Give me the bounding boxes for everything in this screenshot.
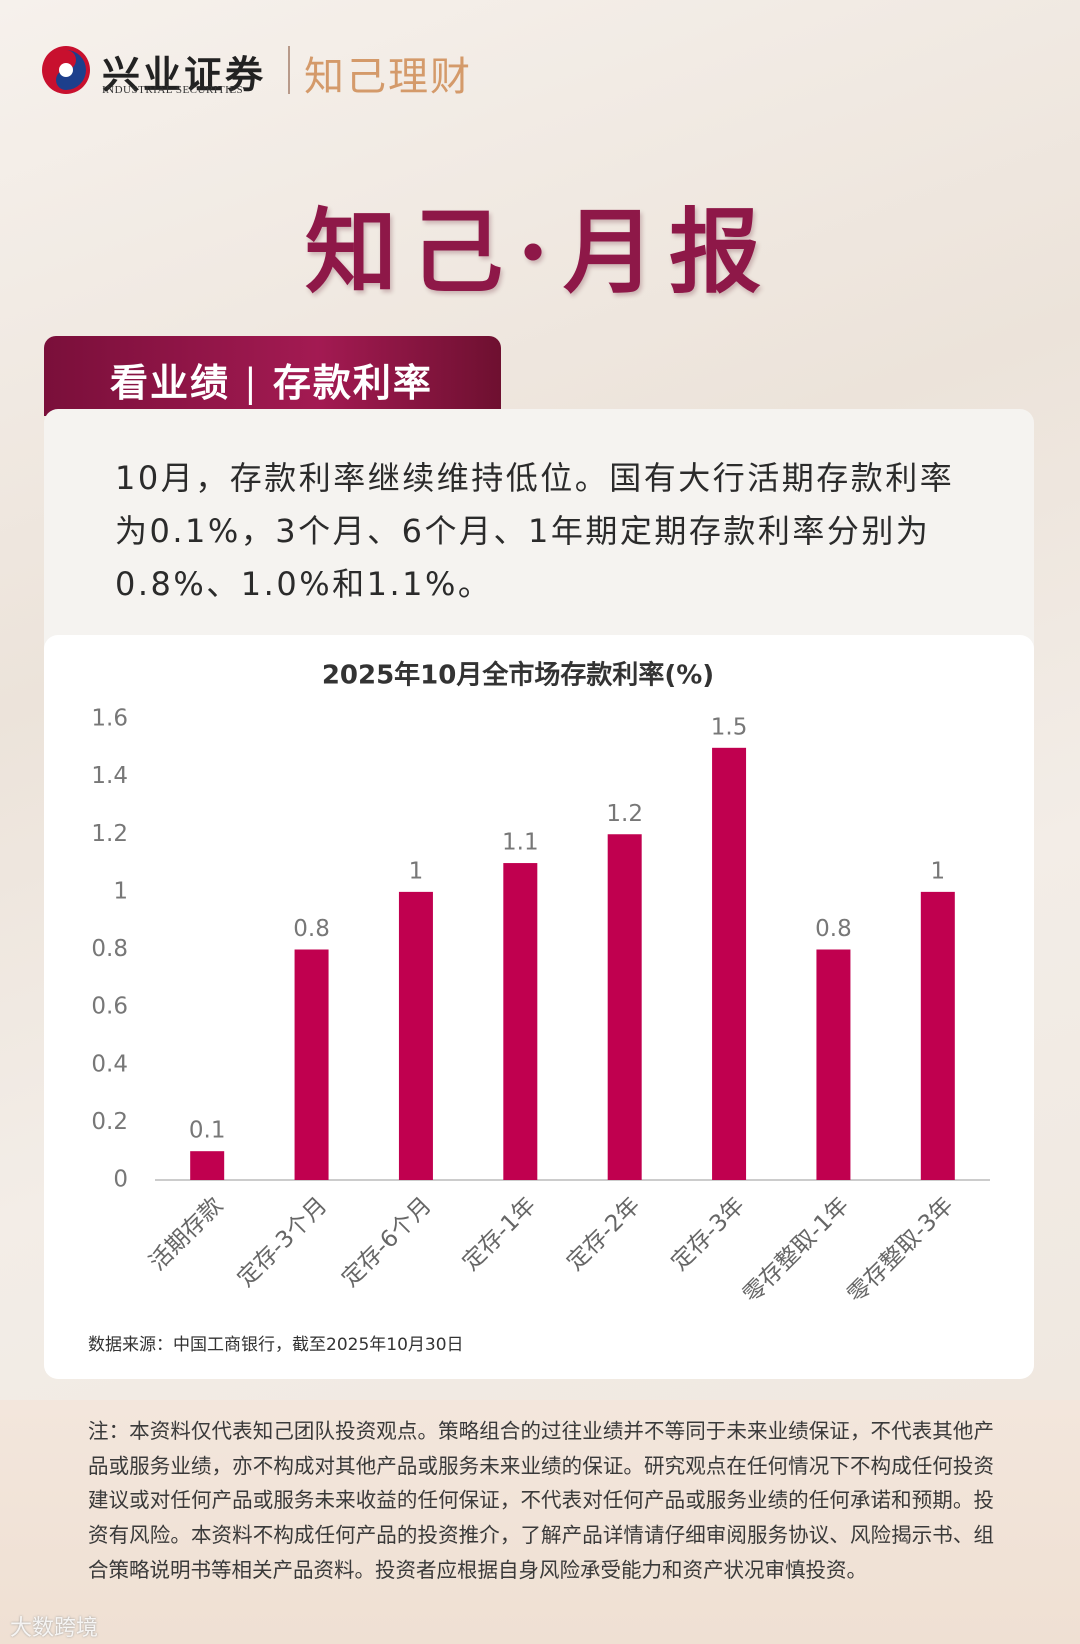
x-tick-label: 零存整取-3年 <box>843 1192 959 1308</box>
x-tick-label: 活期存款 <box>145 1192 228 1275</box>
tab-left: 看业绩 <box>110 360 231 405</box>
y-tick-label: 1.4 <box>91 763 128 789</box>
main-title: 知己·月报 <box>304 198 776 306</box>
y-tick-label: 0.2 <box>91 1109 128 1135</box>
bar <box>398 891 433 1180</box>
bar <box>607 834 642 1180</box>
y-tick-label: 0.4 <box>91 1051 128 1077</box>
value-label: 1.5 <box>711 714 748 740</box>
tab-separator: | <box>244 361 259 405</box>
y-tick-label: 1.6 <box>91 706 128 732</box>
x-tick-label: 零存整取-1年 <box>738 1192 854 1308</box>
chart-title: 2025年10月全市场存款利率(%) <box>322 660 714 691</box>
y-tick-label: 0.8 <box>91 936 128 962</box>
value-label: 0.8 <box>815 916 852 942</box>
chart-source: 数据来源：中国工商银行，截至2025年10月30日 <box>88 1335 464 1355</box>
company-name: 兴业证券 <box>102 52 267 97</box>
company-name-en: INDUSTRIAL SECURITIES <box>102 84 244 96</box>
bar <box>503 863 538 1180</box>
tab-right: 存款利率 <box>272 360 433 405</box>
y-tick-label: 0 <box>113 1167 128 1193</box>
x-tick-label: 定存-6个月 <box>337 1192 437 1292</box>
value-label: 1 <box>409 858 424 884</box>
watermark: 大数跨境 <box>10 1616 99 1641</box>
logo-mark <box>42 46 90 94</box>
y-tick-label: 0.6 <box>91 994 128 1020</box>
note-background <box>0 1400 1080 1644</box>
summary: 10月，存款利率继续维持低位。国有大行活期存款利率为0.1%，3个月、6个月、1… <box>115 459 955 603</box>
y-tick-label: 1 <box>113 878 128 904</box>
disclaimer: 注：本资料仅代表知己团队投资观点。策略组合的过往业绩并不等同于未来业绩保证，不代… <box>88 1419 994 1582</box>
bar <box>816 949 851 1180</box>
section-tab <box>44 336 501 416</box>
bar <box>190 1151 225 1180</box>
value-label: 0.8 <box>293 916 330 942</box>
x-tick-label: 定存-2年 <box>562 1192 645 1275</box>
section-tab-text: 看业绩 | 存款利率 <box>110 352 433 407</box>
brand: 知己理财 <box>304 54 472 100</box>
y-tick-label: 1.2 <box>91 821 128 847</box>
value-label: 1 <box>930 858 945 884</box>
bar <box>920 891 955 1180</box>
divider <box>288 46 290 94</box>
x-tick-label: 定存-1年 <box>458 1192 541 1275</box>
bar <box>294 949 329 1180</box>
chart: 2025年10月全市场存款利率(%) 数据来源：中国工商银行，截至2025年10… <box>88 660 990 1355</box>
chart-card <box>44 635 1034 1379</box>
value-label: 1.2 <box>606 801 643 827</box>
x-tick-label: 定存-3年 <box>667 1192 750 1275</box>
value-label: 1.1 <box>502 830 539 856</box>
x-tick-label: 定存-3个月 <box>233 1192 333 1292</box>
bar <box>712 747 747 1180</box>
value-label: 0.1 <box>189 1118 226 1144</box>
